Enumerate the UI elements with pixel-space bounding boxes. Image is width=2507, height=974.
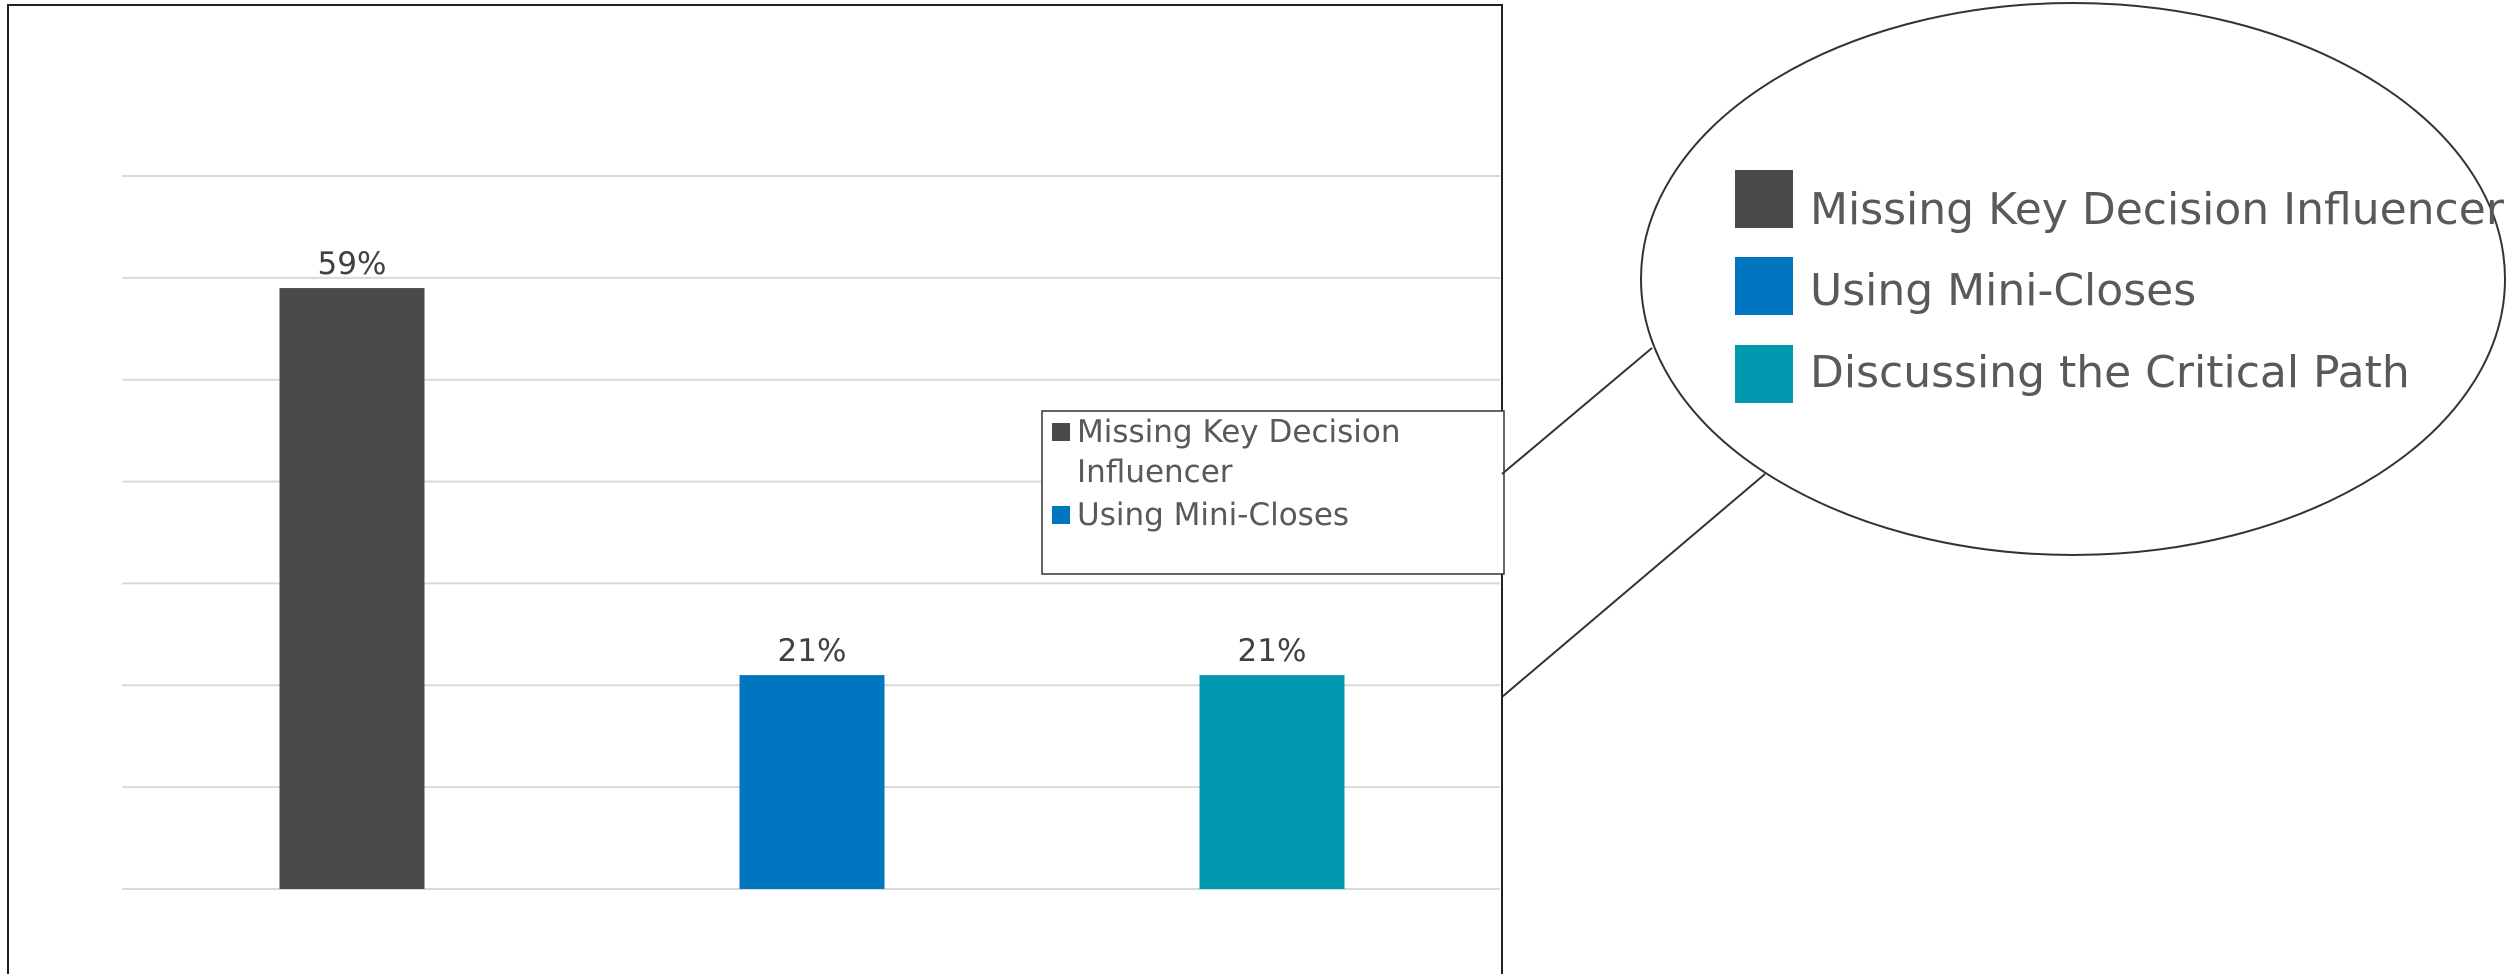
legend-swatch-using-mini-closes <box>1052 506 1070 524</box>
callout-label-missing-key-decision-influencer: Missing Key Decision Influencer <box>1810 184 2505 235</box>
callout-swatch-discussing-the-critical-path <box>1735 345 1793 403</box>
data-label-using-mini-closes: 21% <box>778 633 847 669</box>
legend-label-missing-key-decision-influencer-line2: Influencer <box>1077 454 1233 490</box>
callout-label-using-mini-closes: Using Mini-Closes <box>1810 265 2196 316</box>
bar-discussing-the-critical-path <box>1199 675 1345 889</box>
bar-using-mini-closes <box>739 675 885 889</box>
chart-legend-box <box>1041 410 1505 575</box>
legend-label-using-mini-closes: Using Mini-Closes <box>1077 497 1349 533</box>
callout-swatch-using-mini-closes <box>1735 257 1793 315</box>
data-labels: 59% 21% 21% <box>318 246 1307 669</box>
chart-legend: Missing Key Decision Influencer Using Mi… <box>1041 410 1505 575</box>
callout-connector-lower <box>1501 473 1766 698</box>
callout-connector-upper <box>1501 347 1653 475</box>
data-label-discussing-the-critical-path: 21% <box>1238 633 1307 669</box>
callout-legend: Missing Key Decision Influencer Using Mi… <box>1640 2 2506 556</box>
bar-missing-key-decision-influencer <box>279 288 425 889</box>
bars <box>279 288 1345 889</box>
callout-swatch-missing-key-decision-influencer <box>1735 170 1793 228</box>
callout-label-discussing-the-critical-path: Discussing the Critical Path <box>1810 347 2410 398</box>
legend-label-missing-key-decision-influencer-line1: Missing Key Decision <box>1077 414 1401 450</box>
legend-swatch-missing-key-decision-influencer <box>1052 423 1070 441</box>
callout-ellipse <box>1640 2 2506 556</box>
data-label-missing-key-decision-influencer: 59% <box>318 246 387 282</box>
